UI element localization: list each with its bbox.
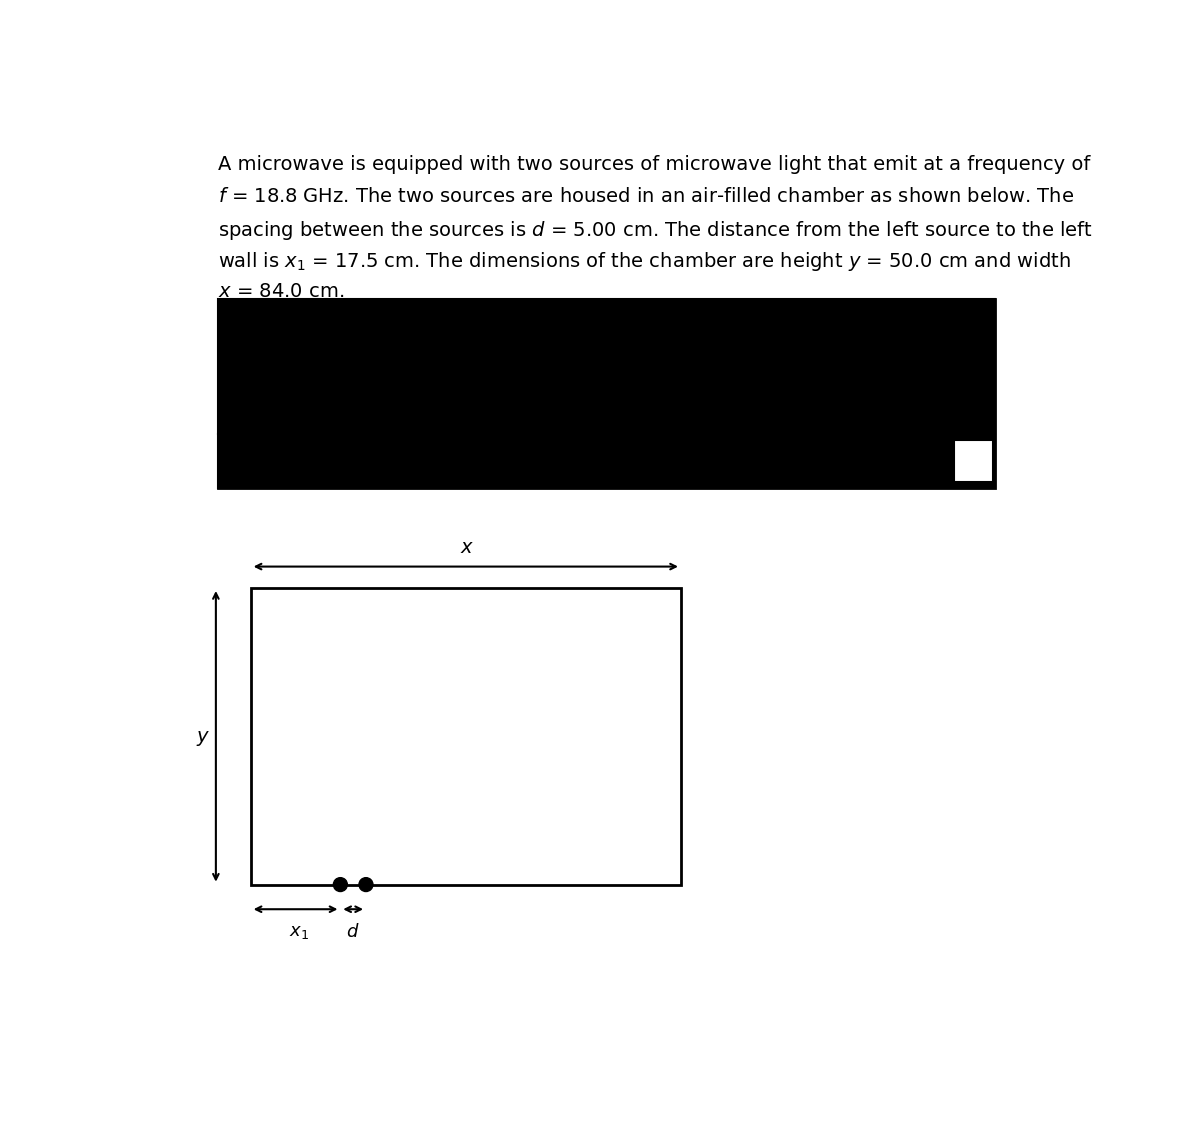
Text: $d$: $d$ [347,923,360,941]
Bar [251,588,680,884]
Text: y: y [196,727,208,746]
Bar [954,440,994,483]
Text: wall is $x_1$ = 17.5 cm. The dimensions of the chamber are height $y$ = 50.0 cm : wall is $x_1$ = 17.5 cm. The dimensions … [218,251,1072,274]
Text: x: x [460,539,472,557]
Text: $x_1$: $x_1$ [289,923,310,941]
Text: $x$ = 84.0 cm.: $x$ = 84.0 cm. [218,283,344,301]
Bar [218,299,995,434]
Bar [218,434,995,488]
Text: A microwave is equipped with two sources of microwave light that emit at a frequ: A microwave is equipped with two sources… [218,155,1091,173]
Text: spacing between the sources is $d$ = 5.00 cm. The distance from the left source : spacing between the sources is $d$ = 5.0… [218,219,1093,242]
Bar [218,299,995,488]
Circle shape [359,877,373,891]
Circle shape [334,877,347,891]
Text: $f$ = 18.8 GHz. The two sources are housed in an air-filled chamber as shown bel: $f$ = 18.8 GHz. The two sources are hous… [218,187,1074,205]
